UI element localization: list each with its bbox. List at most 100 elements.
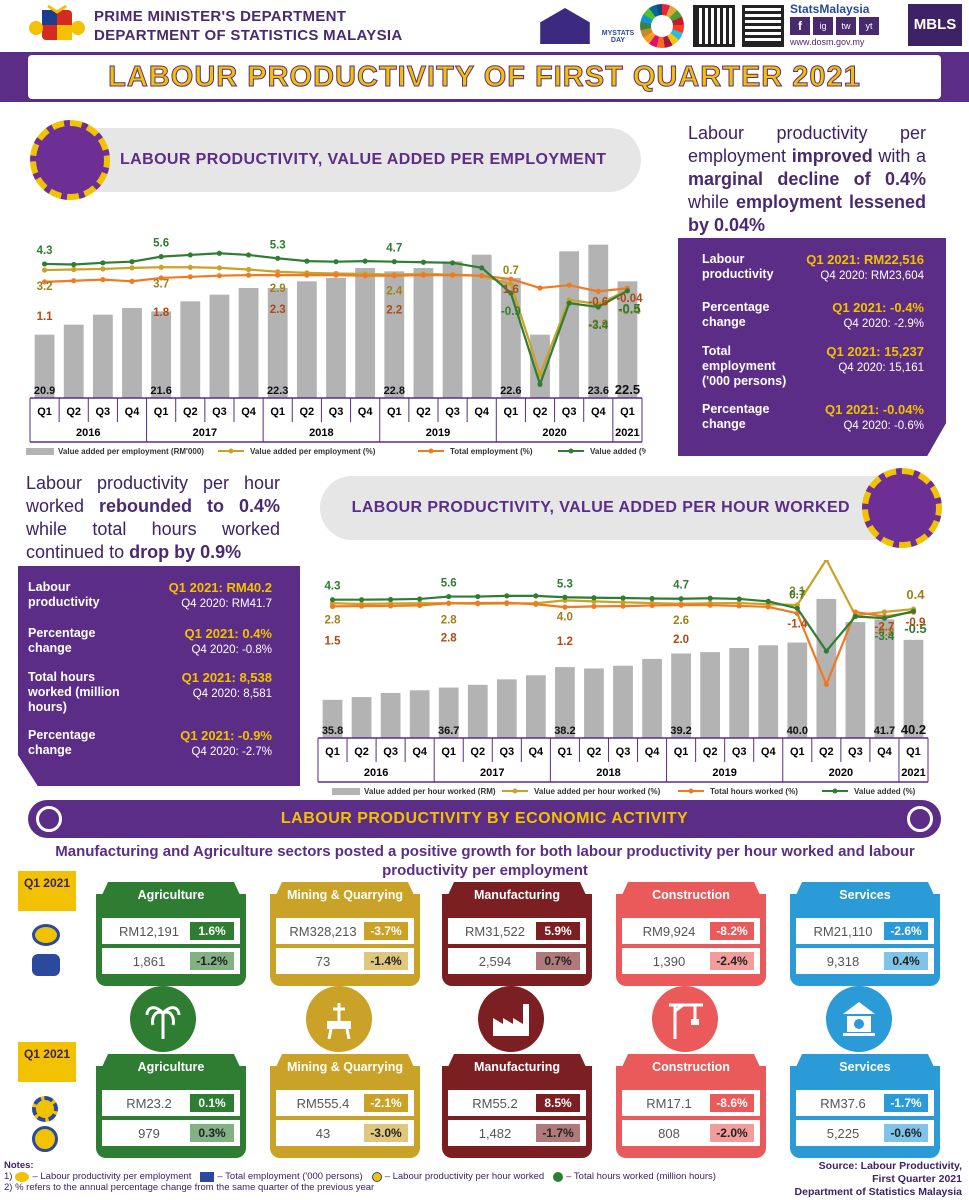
line-label: -3.4 <box>875 631 895 643</box>
labour-change: -2.4% <box>710 952 754 970</box>
bar-label: 38.2 <box>554 725 575 737</box>
bar <box>180 301 201 398</box>
sector-name: Services <box>790 882 940 908</box>
org-line-2: DEPARTMENT OF STATISTICS MALAYSIA <box>94 27 403 44</box>
bar <box>845 622 866 738</box>
line-point <box>329 597 336 603</box>
legend-label: Total hours worked (%) <box>710 787 798 796</box>
productivity-value: RM55.2 <box>472 1095 518 1111</box>
line-label: 2.8 <box>441 614 458 626</box>
line-point <box>129 278 135 284</box>
line-point <box>479 273 485 279</box>
line-point <box>449 272 456 278</box>
census-logo <box>540 8 590 44</box>
lp-hour-legend-icon <box>32 1096 58 1122</box>
qr-code-2[interactable] <box>742 5 784 47</box>
sector-card: Manufacturing RM55.2 8.5% 1,482 -1.7% <box>442 1054 592 1158</box>
labour-value: 979 <box>138 1125 160 1141</box>
stat-row: Percentage change Q1 2021: -0.9% Q4 2020: … <box>28 728 272 758</box>
line-point <box>388 596 394 603</box>
line-point <box>707 602 713 608</box>
line-point <box>245 272 252 278</box>
line-point <box>41 267 48 273</box>
bar-label: 22.6 <box>500 385 521 397</box>
sector-card: Services RM37.6 -1.7% 5,225 -0.6% <box>790 1054 940 1158</box>
twitter-icon[interactable]: tw <box>836 17 856 35</box>
legend-marker <box>688 788 694 794</box>
productivity-value: RM23.2 <box>126 1095 172 1111</box>
stat-row: Percentage change Q1 2021: -0.04% Q4 2020:… <box>702 402 924 432</box>
line-point <box>41 279 48 285</box>
productivity-change: -3.7% <box>364 922 408 940</box>
x-tick-label: Q3 <box>445 406 460 418</box>
legend-marker <box>832 788 838 794</box>
x-tick-label: Q1 <box>906 746 921 758</box>
line-point <box>479 265 485 271</box>
stats-malaysia-brand: StatsMalaysia <box>790 2 870 16</box>
x-tick-label: Q2 <box>183 406 198 418</box>
website-url[interactable]: www.dosm.gov.my <box>790 37 865 47</box>
line-point <box>187 252 193 258</box>
line-point <box>678 596 684 602</box>
labour-box: 1,390 -2.4% <box>622 948 760 974</box>
sector-card: Mining & Quarrying RM555.4 -2.1% 43 -3.0% <box>270 1054 420 1158</box>
line-point <box>649 595 655 602</box>
line-point <box>100 277 106 283</box>
x-tick-label: Q4 <box>241 406 257 418</box>
line-point <box>881 615 888 621</box>
line-point <box>504 600 510 606</box>
sector-name: Manufacturing <box>442 882 592 908</box>
line-point <box>537 381 543 387</box>
year-label: 2021 <box>615 427 639 439</box>
productivity-box: RM555.4 -2.1% <box>276 1090 414 1116</box>
x-tick-label: Q1 <box>37 406 52 418</box>
labour-change: -3.0% <box>364 1124 408 1142</box>
bar <box>413 268 434 398</box>
bar <box>322 699 343 738</box>
x-tick-label: Q2 <box>300 406 315 418</box>
line-point <box>129 265 135 271</box>
line-point <box>624 288 631 294</box>
legend-swatch <box>26 448 54 455</box>
line-point <box>620 599 626 605</box>
line-label: 1.8 <box>153 307 170 319</box>
line-point <box>475 600 481 606</box>
line-point <box>333 272 339 278</box>
sector-name: Mining & Quarrying <box>270 882 420 908</box>
x-tick-label: Q2 <box>819 746 834 758</box>
line-point <box>275 272 281 278</box>
lp-employment-legend-icon <box>32 924 60 946</box>
instagram-icon[interactable]: ig <box>813 17 833 35</box>
section2-narrative: Labour productivity per hour worked rebo… <box>26 473 280 562</box>
bar <box>642 658 662 738</box>
line-point <box>508 290 514 296</box>
line-label: 4.7 <box>386 243 402 255</box>
x-tick-label: Q3 <box>732 746 747 758</box>
sector-name: Mining & Quarrying <box>270 1054 420 1080</box>
labour-change: -1.4% <box>364 952 408 970</box>
line-point <box>537 372 543 378</box>
oil-rig-icon <box>306 986 372 1052</box>
section2-header: LABOUR PRODUCTIVITY, VALUE ADDED PER HOU… <box>320 468 942 548</box>
facebook-icon[interactable]: f <box>790 17 810 35</box>
legend-marker <box>228 448 234 454</box>
qr-code-1[interactable] <box>693 5 735 47</box>
stat-row: Percentage change Q1 2021: -0.4% Q4 2020: … <box>702 300 924 330</box>
ring-left-icon <box>36 806 62 832</box>
line-label: -0.8 <box>875 627 895 639</box>
youtube-icon[interactable]: yt <box>859 17 879 35</box>
line-point <box>420 272 427 278</box>
bar <box>151 311 172 398</box>
line-point <box>304 258 310 264</box>
line-point <box>620 603 626 609</box>
line-label: 2.0 <box>673 634 689 646</box>
line-point <box>508 276 514 282</box>
mbls-logo: MBLS <box>908 4 962 46</box>
line-point <box>591 603 597 609</box>
bar <box>555 667 575 738</box>
labour-change: -1.2% <box>190 952 234 970</box>
labour-box: 1,861 -1.2% <box>102 948 240 974</box>
productivity-value: RM37.6 <box>820 1095 866 1111</box>
legend-label: Total employment (%) <box>450 447 533 456</box>
x-tick-label: Q3 <box>329 406 344 418</box>
